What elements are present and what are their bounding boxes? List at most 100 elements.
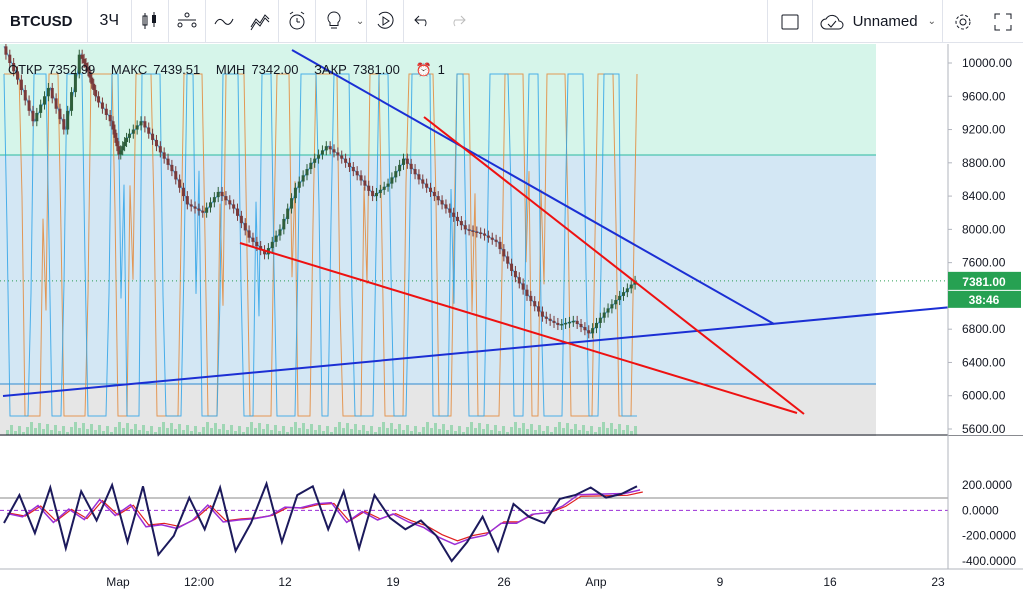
trendline-blue-upper[interactable] xyxy=(291,49,775,325)
volume-bar xyxy=(566,423,569,435)
volume-bar xyxy=(602,422,605,435)
candle-body xyxy=(297,181,301,188)
price-tick-label: 6400.00 xyxy=(962,355,1006,369)
volume-bar xyxy=(86,429,89,435)
candle-body xyxy=(529,295,533,302)
volume-bar xyxy=(110,432,113,435)
volume-bar xyxy=(506,432,509,435)
volume-bar xyxy=(618,424,621,435)
volume-bar xyxy=(134,424,137,435)
volume-bar xyxy=(90,424,93,435)
fullscreen-square-icon[interactable] xyxy=(768,0,812,43)
volume-bar xyxy=(630,431,633,435)
settings-icon[interactable] xyxy=(943,0,983,43)
time-tick-label: 9 xyxy=(717,575,724,589)
candle-body xyxy=(286,208,290,219)
candle-body xyxy=(355,171,359,176)
candle-body xyxy=(16,71,20,80)
replay-icon[interactable] xyxy=(367,0,403,43)
oscillator-axis[interactable]: 200.0000 0.0000 -200.0000 -400.0000 xyxy=(962,478,1016,568)
layout-name: Unnamed xyxy=(852,13,918,30)
candle-body xyxy=(111,121,115,130)
stochastic-line-2 xyxy=(3,73,637,417)
volume-bar xyxy=(14,431,17,435)
candle-body xyxy=(587,330,591,334)
volume-bar xyxy=(290,427,293,435)
volume-bar xyxy=(230,425,233,435)
trend-lines xyxy=(2,49,953,415)
volume-bar xyxy=(450,425,453,435)
candle-body xyxy=(58,108,62,120)
candle-body xyxy=(490,237,494,240)
ohlc-extra: 1 xyxy=(437,62,445,77)
candle-body xyxy=(70,92,74,111)
time-axis[interactable]: Мар 12:00 12 19 26 Апр 9 16 23 xyxy=(0,568,1023,589)
volume-bar xyxy=(310,424,313,435)
expand-icon[interactable] xyxy=(983,0,1023,43)
candle-body xyxy=(19,79,23,91)
volume-bar xyxy=(594,432,597,435)
volume-bar xyxy=(306,429,309,435)
templates-icon[interactable] xyxy=(242,0,278,43)
interval-button[interactable]: 3Ч xyxy=(99,12,120,29)
candle-body xyxy=(398,164,402,172)
volume-bar xyxy=(234,431,237,435)
zone-green xyxy=(0,44,876,155)
price-tick-label: 6000.00 xyxy=(962,389,1006,403)
candle-body xyxy=(263,250,267,255)
undo-icon[interactable] xyxy=(404,0,440,43)
volume-bar xyxy=(470,422,473,435)
candle-body xyxy=(82,58,86,63)
osc-purple-line xyxy=(6,489,641,546)
osc-tick-label: -200.0000 xyxy=(962,529,1016,543)
ohlc-legend: ОТКР 7352.99 МАКС 7439.51 МИН 7342.00 ЗАКР 7… xyxy=(8,62,451,78)
chart-area[interactable]: 10000.00 9600.00 9200.00 8800.00 8400.00 8000… xyxy=(0,44,1023,595)
volume-bar xyxy=(214,423,217,435)
candle-body xyxy=(336,152,340,156)
candle-body xyxy=(80,54,84,59)
volume-bar xyxy=(170,423,173,435)
candle-body xyxy=(119,150,123,155)
candle-body xyxy=(374,192,378,197)
price-tick-label: 9600.00 xyxy=(962,89,1006,103)
alarm-clock-icon[interactable]: ⏰ xyxy=(415,62,432,77)
compare-icon[interactable] xyxy=(169,0,205,43)
volume-bar xyxy=(62,426,65,435)
volume-bar xyxy=(58,431,61,435)
candle-body xyxy=(425,183,429,188)
volume-bar xyxy=(142,425,145,435)
volume-bar xyxy=(138,430,141,435)
volume-bar xyxy=(454,431,457,435)
candle-body xyxy=(432,191,436,197)
redo-icon[interactable] xyxy=(440,0,476,43)
volume-bar xyxy=(318,425,321,435)
candle-body xyxy=(436,196,440,201)
candle-body xyxy=(328,146,332,150)
volume-bar xyxy=(614,429,617,435)
trendline-blue-lower[interactable] xyxy=(2,306,953,397)
time-tick-label: 12:00 xyxy=(184,575,214,589)
candle-body xyxy=(571,320,575,323)
price-axis[interactable]: 10000.00 9600.00 9200.00 8800.00 8400.00 8000… xyxy=(947,44,1023,569)
trendline-red-upper[interactable] xyxy=(423,116,805,415)
candle-body xyxy=(471,230,475,232)
indicators-icon[interactable] xyxy=(206,0,242,43)
ideas-icon[interactable] xyxy=(316,0,352,43)
volume-bar xyxy=(578,430,581,435)
candle-body xyxy=(232,204,236,209)
countdown-badge xyxy=(948,290,1021,308)
layout-menu-button[interactable]: Unnamed ⌄ xyxy=(813,0,942,43)
volume-bar xyxy=(274,425,277,435)
price-tick-label: 5600.00 xyxy=(962,422,1006,436)
candle-body xyxy=(409,163,413,170)
symbol-search-button[interactable]: BTCUSD xyxy=(10,12,73,30)
ideas-dropdown-caret[interactable]: ⌄ xyxy=(355,15,365,27)
candle-body xyxy=(313,158,317,163)
candles-icon[interactable] xyxy=(132,0,168,43)
toolbar-divider xyxy=(205,0,207,43)
volume-bar xyxy=(22,432,25,435)
trendline-red-lower[interactable] xyxy=(239,242,798,414)
volume-bar xyxy=(534,430,537,435)
candle-body xyxy=(401,158,405,165)
alert-icon[interactable] xyxy=(279,0,315,43)
